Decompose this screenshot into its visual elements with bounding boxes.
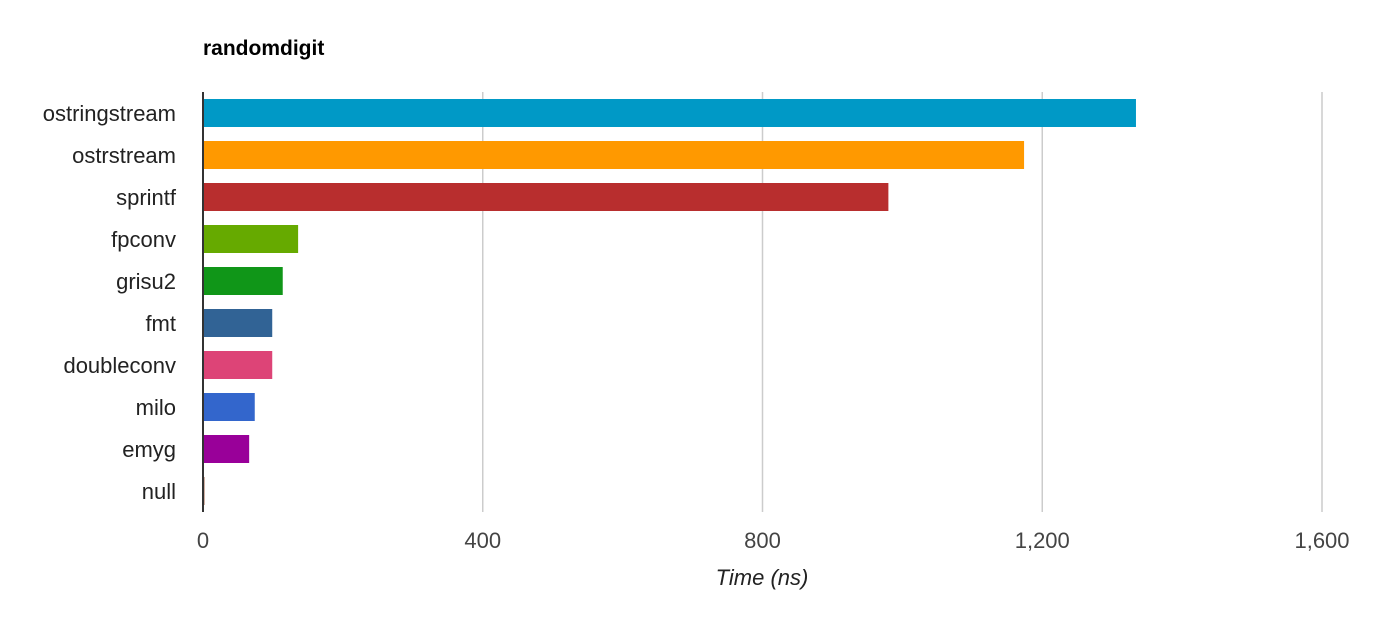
category-label: emyg bbox=[122, 437, 176, 462]
bar-emyg bbox=[203, 435, 250, 463]
bar-sprintf bbox=[203, 183, 889, 211]
bar-ostrstream bbox=[203, 141, 1025, 169]
category-label: fmt bbox=[145, 311, 176, 336]
category-label: grisu2 bbox=[116, 269, 176, 294]
category-label: ostringstream bbox=[43, 101, 176, 126]
x-tick-label: 1,600 bbox=[1294, 528, 1349, 553]
category-label: sprintf bbox=[116, 185, 177, 210]
bar-fpconv bbox=[203, 225, 299, 253]
bar-grisu2 bbox=[203, 267, 283, 295]
x-tick-label: 1,200 bbox=[1015, 528, 1070, 553]
chart-title: randomdigit bbox=[203, 37, 324, 60]
bar-milo bbox=[203, 393, 255, 421]
bar-doubleconv bbox=[203, 351, 273, 379]
bar-fmt bbox=[203, 309, 273, 337]
bar-ostringstream bbox=[203, 99, 1136, 127]
x-tick-label: 0 bbox=[197, 528, 209, 553]
category-label: ostrstream bbox=[72, 143, 176, 168]
category-label: milo bbox=[136, 395, 176, 420]
x-axis-label: Time (ns) bbox=[716, 565, 809, 590]
category-label: null bbox=[142, 479, 176, 504]
category-label: doubleconv bbox=[63, 353, 176, 378]
x-tick-label: 800 bbox=[744, 528, 781, 553]
x-tick-label: 400 bbox=[464, 528, 501, 553]
category-label: fpconv bbox=[111, 227, 176, 252]
